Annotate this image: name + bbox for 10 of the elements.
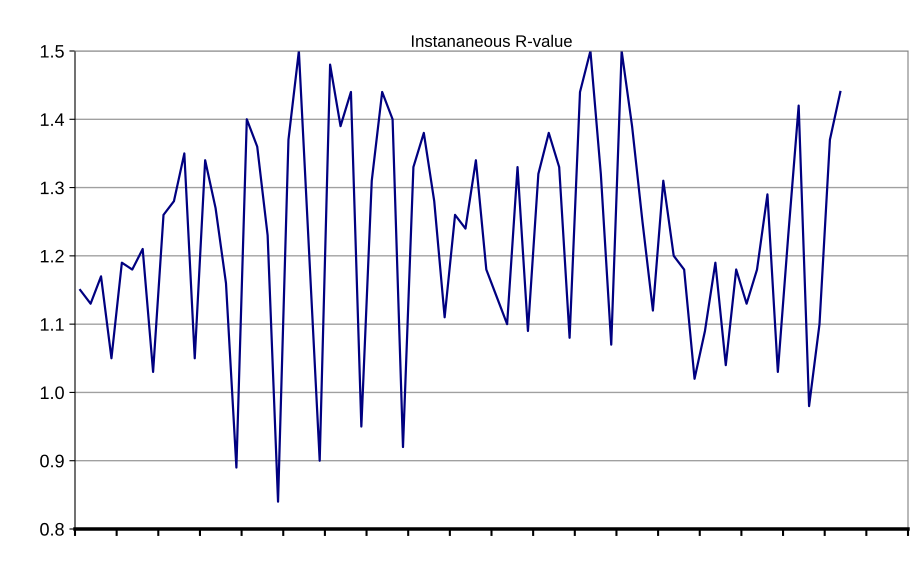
y-tick-label: 0.8 [40,522,64,536]
y-tick-label: 1.3 [40,182,64,194]
y-tick-label: 1.2 [40,250,64,262]
y-tick-label: 1.4 [40,113,64,126]
y-tick-label: 1.0 [40,386,64,400]
y-tick-label: 0.9 [40,454,64,468]
line-series [79,51,842,503]
y-tick-label: 1.5 [40,45,64,58]
y-tick-label: 1.1 [40,318,64,331]
chart-title: Instananeous R-value [412,34,572,47]
